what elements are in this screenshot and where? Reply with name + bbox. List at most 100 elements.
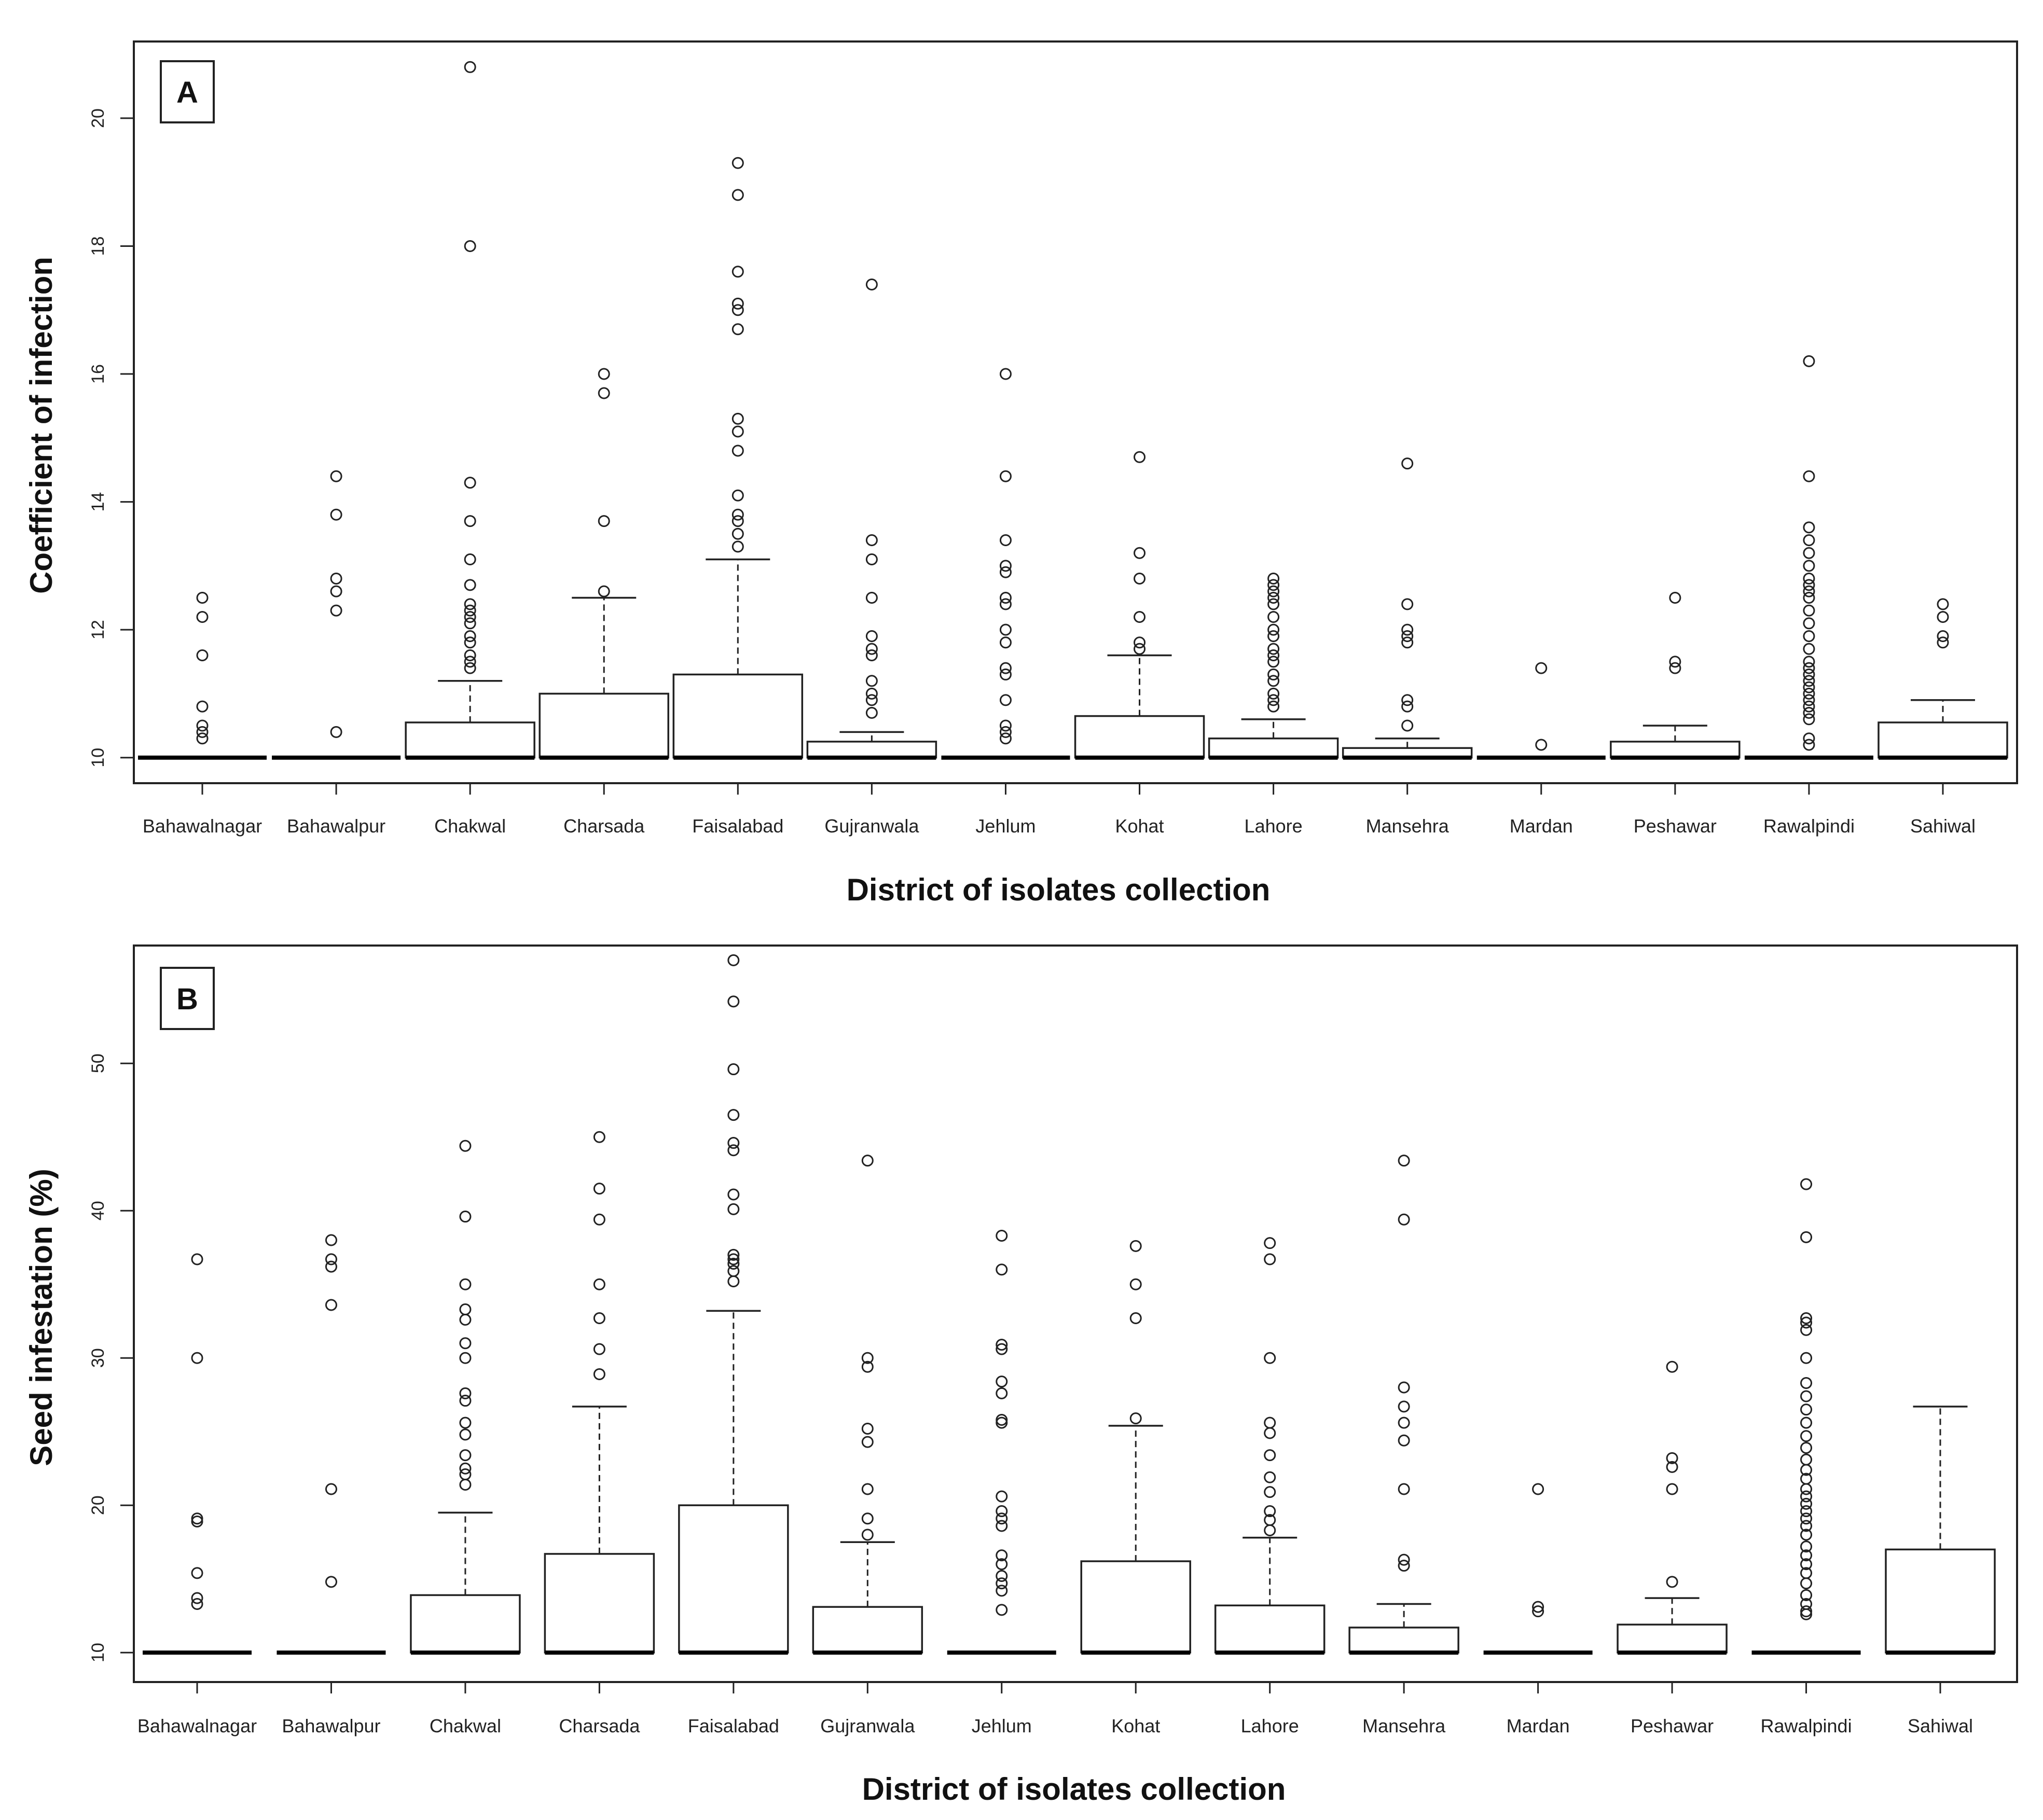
outlier-point xyxy=(996,1577,1008,1590)
outlier-point xyxy=(865,649,878,661)
outlier-point xyxy=(325,1253,337,1266)
outlier-point xyxy=(1803,630,1815,642)
outlier-point xyxy=(727,1275,740,1288)
outlier-point xyxy=(593,1368,605,1380)
outlier-point xyxy=(1800,1441,1813,1454)
outlier-point xyxy=(999,636,1012,649)
outlier-point xyxy=(191,1512,203,1525)
x-tick-label: Bahawalnagar xyxy=(143,815,262,837)
outlier-point xyxy=(196,592,209,604)
box-group: Kohat xyxy=(1080,1240,1191,1736)
outlier-point xyxy=(1800,1178,1813,1190)
outlier-point xyxy=(1532,1605,1544,1618)
outlier-point xyxy=(325,1234,337,1246)
outlier-point xyxy=(727,1203,740,1215)
x-tick-label: Rawalpindi xyxy=(1763,815,1855,837)
outlier-point xyxy=(464,649,476,661)
box-group: Bahawalnagar xyxy=(138,592,267,837)
x-tick-label: Peshawar xyxy=(1634,815,1717,837)
outlier-point xyxy=(731,266,744,278)
box-group: Jehlum xyxy=(941,368,1070,837)
outlier-point xyxy=(1803,668,1815,680)
y-tick-label: 40 xyxy=(88,1201,108,1220)
outlier-point xyxy=(1800,1231,1813,1243)
outlier-point xyxy=(459,1352,472,1364)
y-tick-label: 10 xyxy=(88,748,108,768)
outlier-point xyxy=(330,573,342,585)
outlier-point xyxy=(459,1449,472,1462)
outlier-point xyxy=(464,477,476,489)
outlier-point xyxy=(996,1558,1008,1571)
outlier-point xyxy=(1398,1400,1410,1413)
y-tick-label: 10 xyxy=(88,1643,108,1662)
panel-label-a: A xyxy=(176,76,198,109)
outlier-point xyxy=(1267,592,1280,604)
outlier-point xyxy=(865,687,878,700)
x-tick-label: Bahawalpur xyxy=(282,1715,380,1736)
outlier-point xyxy=(865,278,878,290)
plot-frame-a xyxy=(133,40,2018,784)
x-tick-label: Gujranwala xyxy=(820,1715,915,1736)
outlier-point xyxy=(999,662,1012,674)
outlier-point xyxy=(1800,1324,1813,1336)
outlier-point xyxy=(861,1352,874,1364)
outlier-point xyxy=(593,1278,605,1290)
outlier-point xyxy=(1800,1505,1813,1518)
outlier-point xyxy=(464,617,476,630)
outlier-point xyxy=(1267,675,1280,687)
box-group: Bahawalpur xyxy=(277,1234,386,1736)
box xyxy=(405,721,535,759)
box xyxy=(539,692,669,759)
outlier-point xyxy=(731,515,744,527)
x-tick-label: Gujranwala xyxy=(824,815,919,837)
outlier-point xyxy=(1800,1416,1813,1429)
outlier-point xyxy=(996,1549,1008,1562)
box-group: Peshawar xyxy=(1610,592,1741,837)
outlier-point xyxy=(1267,687,1280,700)
box xyxy=(812,1606,923,1654)
outlier-point xyxy=(1535,739,1548,751)
outlier-point xyxy=(593,1183,605,1195)
panel-label-b: B xyxy=(176,982,198,1016)
outlier-point xyxy=(1267,656,1280,668)
outlier-point xyxy=(996,1570,1008,1582)
outlier-point xyxy=(459,1303,472,1315)
outlier-point xyxy=(1666,1461,1678,1473)
outlier-point xyxy=(861,1529,874,1541)
x-tick-label: Lahore xyxy=(1245,815,1303,837)
outlier-point xyxy=(1129,1240,1142,1252)
x-tick-label: Kohat xyxy=(1111,1715,1160,1736)
outlier-point xyxy=(865,706,878,719)
outlier-point xyxy=(1803,355,1815,367)
x-tick-label: Kohat xyxy=(1115,815,1164,837)
outlier-point xyxy=(861,1360,874,1373)
outlier-point xyxy=(1803,573,1815,585)
outlier-point xyxy=(1937,610,1949,623)
outlier-point xyxy=(1803,560,1815,572)
box xyxy=(544,1553,655,1654)
outlier-point xyxy=(865,643,878,655)
box-group: Mardan xyxy=(1476,662,1606,837)
outlier-point xyxy=(1803,713,1815,726)
outlier-point xyxy=(1800,1520,1813,1532)
outlier-point xyxy=(1267,630,1280,642)
outlier-point xyxy=(731,304,744,316)
outlier-point xyxy=(865,694,878,706)
x-tick-label: Mansehra xyxy=(1362,1715,1446,1736)
outlier-point xyxy=(1800,1404,1813,1416)
outlier-point xyxy=(731,540,744,553)
outlier-point xyxy=(996,1416,1008,1429)
outlier-point xyxy=(1803,739,1815,751)
outlier-point xyxy=(459,1337,472,1350)
outlier-point xyxy=(727,1144,740,1157)
outlier-point xyxy=(865,630,878,642)
outlier-point xyxy=(1264,1427,1276,1439)
panel-b: B 10 20 30 40 50 Bahawalnagar Bahawalpur Chakwa… xyxy=(24,944,2018,1807)
outlier-point xyxy=(861,1436,874,1448)
outlier-point xyxy=(996,1520,1008,1532)
outlier-point xyxy=(1800,1540,1813,1553)
outlier-point xyxy=(1800,1390,1813,1402)
outlier-point xyxy=(459,1387,472,1399)
outlier-point xyxy=(1800,1577,1813,1590)
